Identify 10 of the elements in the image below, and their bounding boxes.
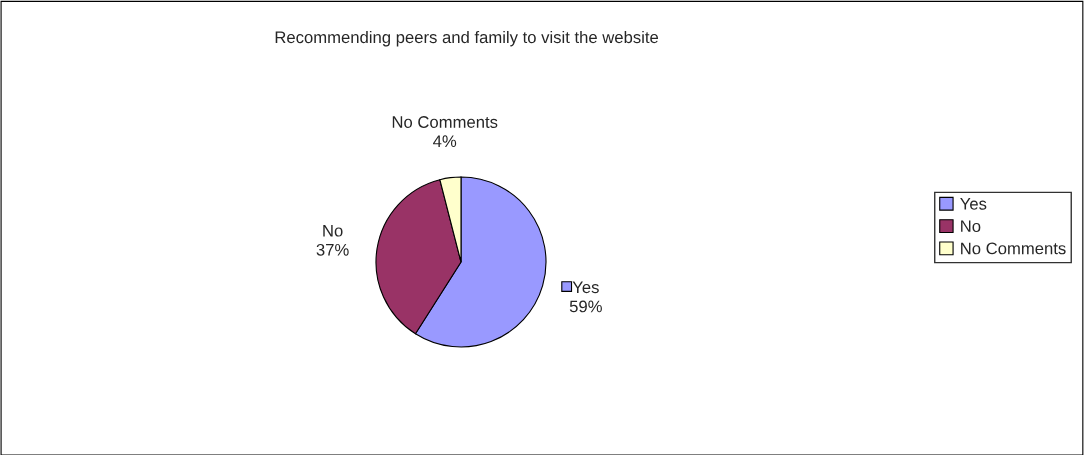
data-label: 59% (569, 300, 602, 313)
legend-label: Yes (572, 281, 599, 294)
chart-title: Recommending peers and family to visit the website (275, 30, 659, 47)
category-label: Yes (960, 198, 987, 210)
slice-label: No (323, 224, 343, 237)
data-label: 37% (316, 243, 349, 256)
legend-label: No Comments (961, 242, 1066, 255)
data-label: 4% (433, 135, 457, 148)
legend-label: No (961, 220, 981, 233)
slice-label: No Comments (392, 116, 498, 128)
